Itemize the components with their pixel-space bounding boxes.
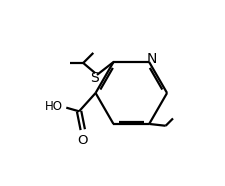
Text: O: O [77,134,88,147]
Text: HO: HO [44,100,62,113]
Text: N: N [146,52,156,66]
Text: S: S [90,71,98,85]
